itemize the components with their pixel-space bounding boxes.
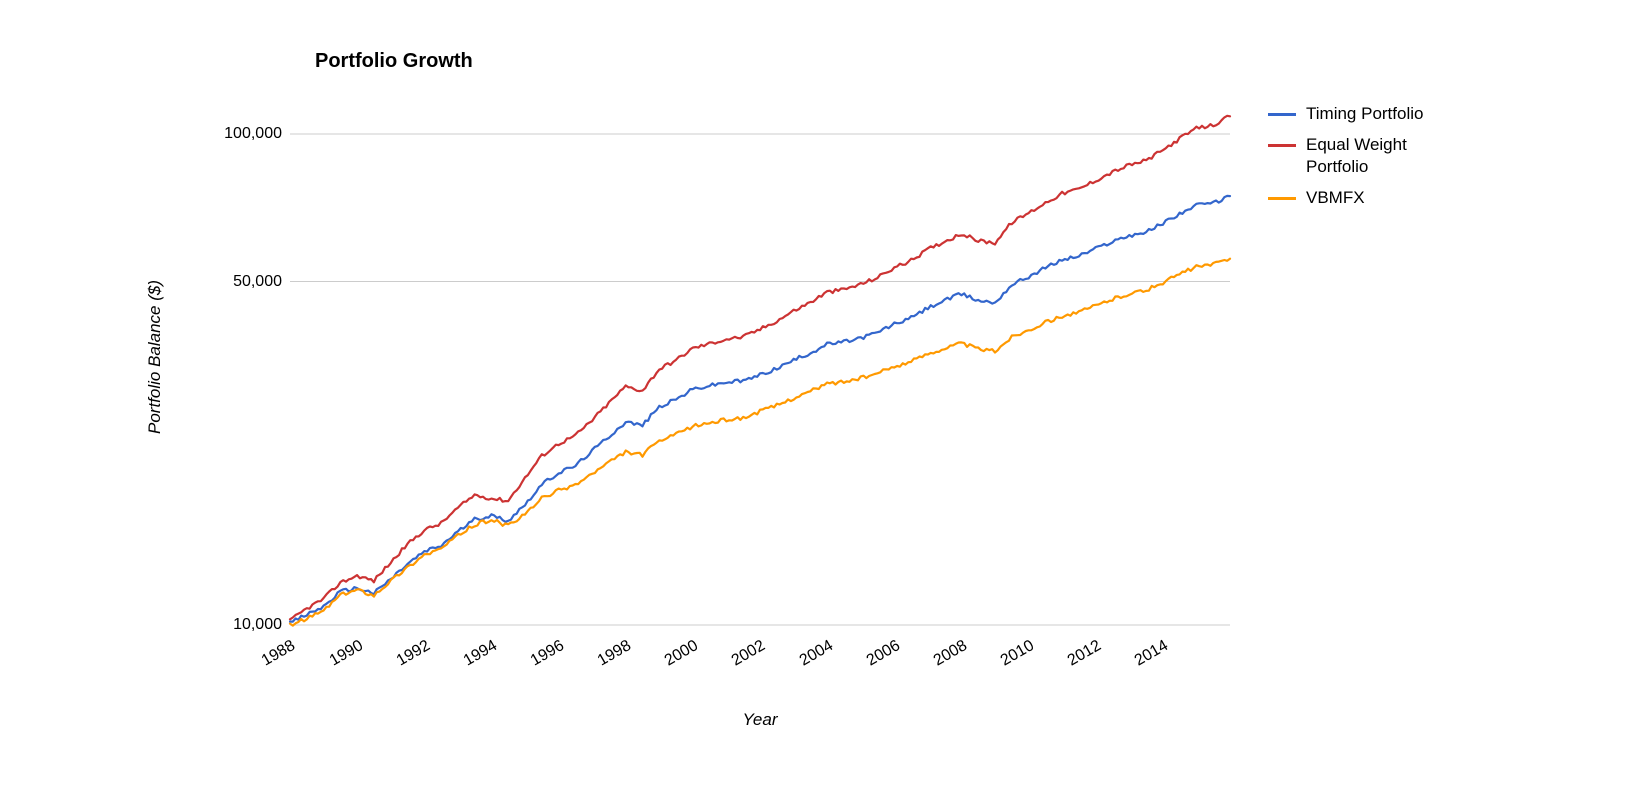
y-tick-label: 50,000 [212, 273, 282, 291]
legend-label: Timing Portfolio [1306, 103, 1423, 124]
chart-legend: Timing Portfolio Equal Weight Portfolio VB… [1268, 103, 1456, 218]
legend-label: Equal Weight Portfolio [1306, 134, 1456, 177]
legend-label: VBMFX [1306, 187, 1365, 208]
legend-item: Equal Weight Portfolio [1268, 134, 1456, 177]
legend-item: VBMFX [1268, 187, 1456, 208]
legend-swatch [1268, 113, 1296, 116]
legend-item: Timing Portfolio [1268, 103, 1456, 124]
series-line [290, 116, 1230, 620]
y-tick-label: 100,000 [212, 125, 282, 143]
legend-swatch [1268, 197, 1296, 200]
series-line [290, 259, 1230, 626]
y-tick-label: 10,000 [212, 616, 282, 634]
legend-swatch [1268, 144, 1296, 147]
